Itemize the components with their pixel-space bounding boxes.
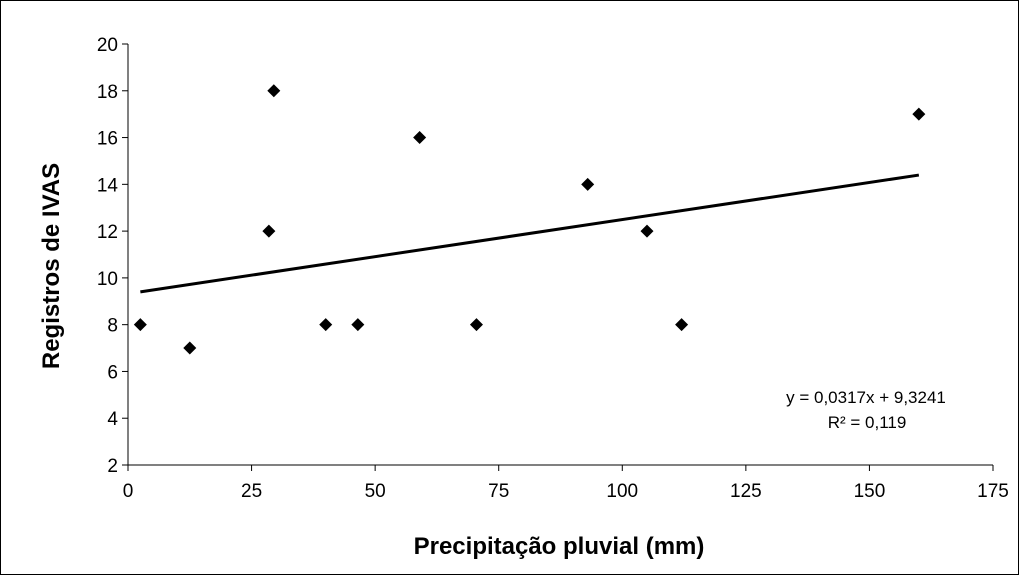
data-point-diamond — [469, 318, 483, 332]
trendline — [140, 173, 920, 294]
data-point-diamond — [413, 131, 427, 145]
x-axis-title: Precipitação pluvial (mm) — [414, 533, 705, 560]
trendline-r-squared: R² = 0,119 — [828, 413, 907, 432]
data-point-diamond — [640, 224, 654, 238]
y-tick-label: 4 — [107, 409, 118, 430]
trendline-group — [140, 173, 920, 294]
x-tick-label: 50 — [365, 481, 386, 502]
trendline-equation: y = 0,0317x + 9,3241 — [786, 388, 946, 407]
y-tick-label: 20 — [97, 35, 118, 56]
y-tick-label: 10 — [97, 269, 118, 290]
data-point-diamond — [183, 341, 197, 355]
y-tick-label: 8 — [107, 316, 118, 337]
y-tick-label: 16 — [97, 129, 118, 150]
y-tick-label: 2 — [107, 456, 118, 477]
y-axis-title: Registros de IVAS — [38, 163, 65, 369]
data-point-diamond — [319, 318, 333, 332]
x-tick-label: 0 — [123, 481, 134, 502]
y-tick-label: 6 — [107, 362, 118, 383]
x-tick-label: 25 — [241, 481, 262, 502]
data-point-diamond — [262, 224, 276, 238]
x-tick-label: 100 — [606, 481, 638, 502]
data-points — [133, 84, 926, 355]
x-tick-label: 125 — [730, 481, 762, 502]
data-point-diamond — [912, 107, 926, 121]
axes: 2 4 6 8 10 12 14 16 18 20 0 25 50 75 100 125 150 175 — [97, 35, 1009, 502]
x-tick-label: 150 — [854, 481, 886, 502]
data-point-diamond — [133, 318, 147, 332]
y-tick-label: 12 — [97, 222, 118, 243]
y-tick-label: 14 — [97, 175, 119, 196]
data-point-diamond — [351, 318, 365, 332]
y-tick-label: 18 — [97, 82, 118, 103]
x-tick-label: 75 — [488, 481, 509, 502]
x-tick-label: 175 — [977, 481, 1009, 502]
data-point-diamond — [581, 177, 595, 191]
data-point-diamond — [267, 84, 281, 98]
data-point-diamond — [675, 318, 689, 332]
